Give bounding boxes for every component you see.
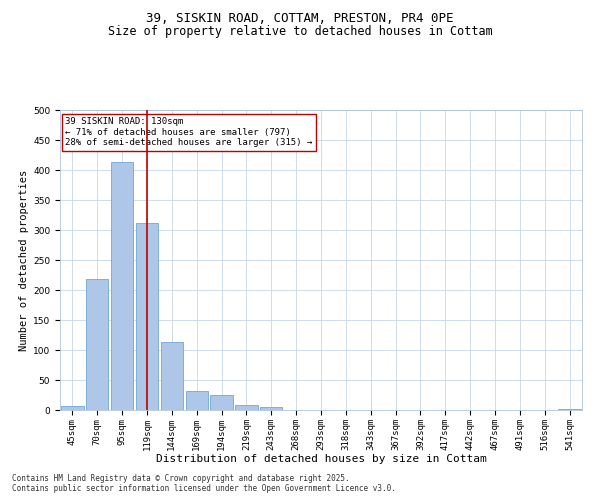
X-axis label: Distribution of detached houses by size in Cottam: Distribution of detached houses by size … xyxy=(155,454,487,464)
Text: 39, SISKIN ROAD, COTTAM, PRESTON, PR4 0PE: 39, SISKIN ROAD, COTTAM, PRESTON, PR4 0P… xyxy=(146,12,454,26)
Bar xyxy=(185,392,208,410)
Bar xyxy=(161,342,183,410)
Bar xyxy=(111,162,133,410)
Bar xyxy=(86,278,109,410)
Text: Size of property relative to detached houses in Cottam: Size of property relative to detached ho… xyxy=(107,25,493,38)
Y-axis label: Number of detached properties: Number of detached properties xyxy=(19,170,29,350)
Text: Contains HM Land Registry data © Crown copyright and database right 2025.: Contains HM Land Registry data © Crown c… xyxy=(12,474,350,483)
Text: Contains public sector information licensed under the Open Government Licence v3: Contains public sector information licen… xyxy=(12,484,396,493)
Bar xyxy=(136,224,158,410)
Bar xyxy=(260,407,283,410)
Bar xyxy=(211,395,233,410)
Bar xyxy=(61,406,83,410)
Text: 39 SISKIN ROAD: 130sqm
← 71% of detached houses are smaller (797)
28% of semi-de: 39 SISKIN ROAD: 130sqm ← 71% of detached… xyxy=(65,118,313,148)
Bar xyxy=(235,405,257,410)
